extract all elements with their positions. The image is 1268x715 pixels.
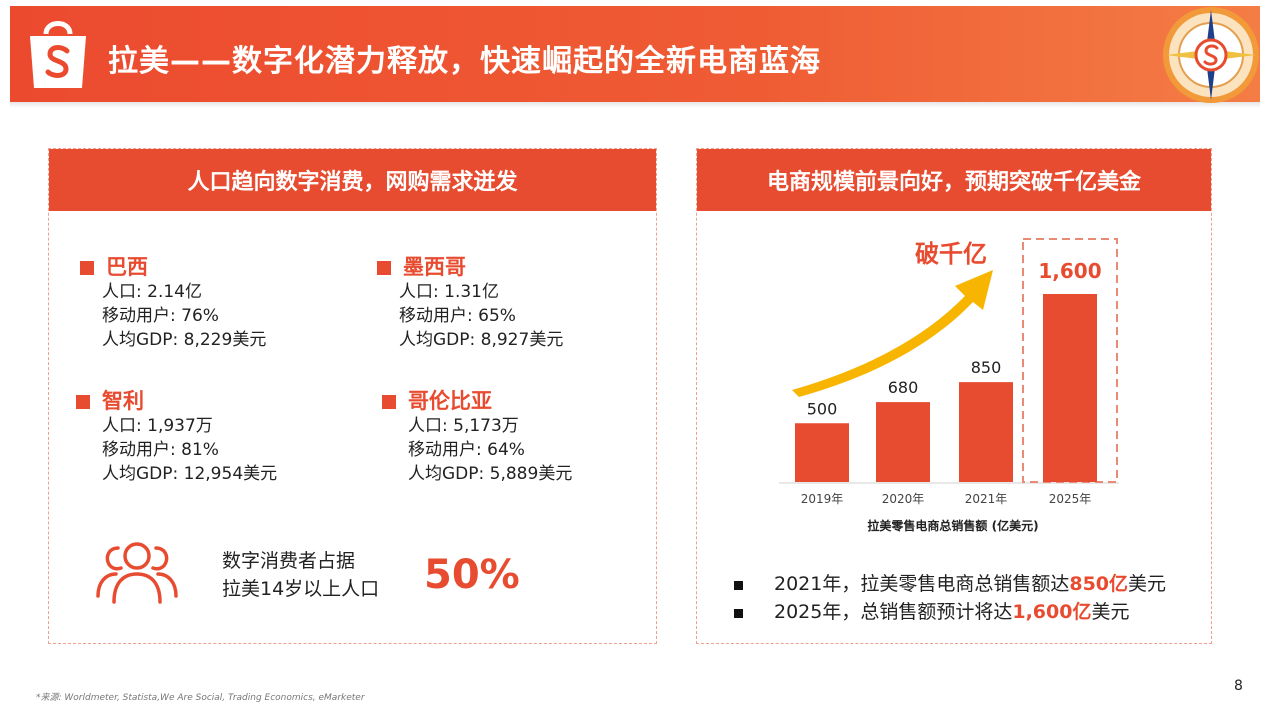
country-name: 哥伦比亚	[408, 389, 492, 413]
bullet-square-icon	[377, 261, 391, 275]
country-mobile: 移动用户: 81%	[102, 440, 219, 460]
data-label: 1,600	[1038, 259, 1101, 283]
country-block-colombia: 哥伦比亚 人口: 5,173万 移动用户: 64% 人均GDP: 5,889美元	[382, 388, 572, 486]
source-note: *来源: Worldmeter, Statista,We Are Social,…	[36, 693, 365, 703]
country-population: 人口: 5,173万	[408, 416, 519, 436]
page-title: 拉美——数字化潜力释放，快速崛起的全新电商蓝海	[108, 44, 821, 79]
country-name: 智利	[102, 389, 144, 413]
x-axis-title: 拉美零售电商总销售额 (亿美元)	[867, 518, 1038, 533]
sales-bar-chart: 破千亿 500 2019年 680 2020年 850 2021年 1,600 2025年拉美零…	[779, 238, 1119, 533]
stat-line-1: 数字消费者占据	[222, 550, 356, 572]
bar	[795, 423, 849, 482]
bullet-square-icon	[382, 395, 396, 409]
x-tick-label: 2020年	[882, 492, 925, 506]
country-gdp: 人均GDP: 8,229美元	[102, 330, 267, 350]
country-population: 人口: 1.31亿	[399, 282, 499, 302]
left-panel: 人口趋向数字消费，网购需求迸发	[48, 148, 657, 644]
country-block-brazil: 巴西 人口: 2.14亿 移动用户: 76% 人均GDP: 8,229美元	[80, 254, 266, 352]
header-divider	[10, 102, 1260, 108]
summary-bullets: 2021年，拉美零售电商总销售额达850亿美元 2025年，总销售额预计将达1,…	[732, 570, 1166, 626]
bullet-square-icon	[80, 261, 94, 275]
country-block-mexico: 墨西哥 人口: 1.31亿 移动用户: 65% 人均GDP: 8,927美元	[377, 254, 563, 352]
country-mobile: 移动用户: 76%	[102, 306, 219, 326]
page-number: 8	[1234, 678, 1243, 694]
people-group-icon	[96, 542, 178, 604]
bar	[1043, 294, 1097, 482]
header-bar	[10, 6, 1260, 102]
data-label: 850	[971, 358, 1002, 377]
country-block-chile: 智利 人口: 1,937万 移动用户: 81% 人均GDP: 12,954美元	[76, 388, 277, 486]
stat-value: 50%	[424, 552, 520, 598]
arrow-label: 破千亿	[915, 240, 987, 268]
right-panel-heading: 电商规模前景向好，预期突破千亿美金	[697, 149, 1211, 211]
x-tick-label: 2019年	[801, 492, 844, 506]
country-gdp: 人均GDP: 8,927美元	[399, 330, 564, 350]
country-population: 人口: 2.14亿	[102, 282, 202, 302]
growth-arrow-icon	[792, 270, 993, 397]
country-gdp: 人均GDP: 5,889美元	[408, 464, 573, 484]
right-panel: 电商规模前景向好，预期突破千亿美金	[696, 148, 1212, 644]
country-mobile: 移动用户: 64%	[408, 440, 525, 460]
data-label: 500	[807, 399, 838, 418]
country-population: 人口: 1,937万	[102, 416, 213, 436]
country-name: 墨西哥	[403, 255, 466, 279]
stat-line-2: 拉美14岁以上人口	[222, 578, 380, 600]
bar	[959, 382, 1013, 482]
digital-consumer-stat-text: 数字消费者占据 拉美14岁以上人口	[222, 547, 379, 603]
left-panel-heading: 人口趋向数字消费，网购需求迸发	[49, 149, 656, 211]
x-tick-label: 2025年	[1049, 492, 1092, 506]
country-name: 巴西	[106, 255, 148, 279]
bar	[876, 402, 930, 482]
country-mobile: 移动用户: 65%	[399, 306, 516, 326]
bullet-item: 2021年，拉美零售电商总销售额达850亿美元	[732, 570, 1166, 598]
bullet-item: 2025年，总销售额预计将达1,600亿美元	[732, 598, 1166, 626]
bullet-square-icon	[76, 395, 90, 409]
shopping-bag-icon	[30, 21, 86, 88]
bullet-square-icon	[734, 609, 743, 618]
compass-icon	[1163, 7, 1259, 103]
data-label: 680	[888, 378, 919, 397]
country-gdp: 人均GDP: 12,954美元	[102, 464, 278, 484]
bullet-square-icon	[734, 581, 743, 590]
x-tick-label: 2021年	[965, 492, 1008, 506]
